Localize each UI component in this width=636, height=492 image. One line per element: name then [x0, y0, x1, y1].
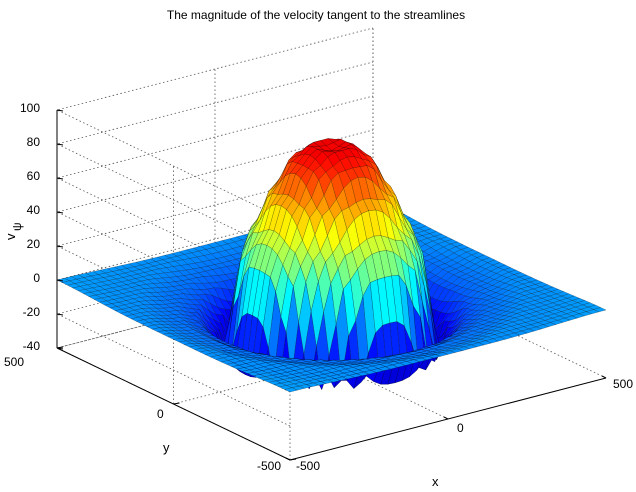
z-tick-label: -40 — [23, 339, 41, 353]
y-tick-label: 0 — [157, 407, 164, 421]
z-tick-mark — [56, 245, 64, 248]
y-axis-ticks: 500 0 -500 — [4, 355, 281, 473]
x-tick-label: 0 — [457, 421, 464, 435]
z-tick-label: 60 — [27, 169, 41, 183]
z-tick-mark — [56, 143, 64, 146]
grid-line-z — [55, 61, 374, 257]
z-tick-mark — [56, 313, 64, 316]
grid-line-z — [55, 163, 374, 359]
x-tick-label: -500 — [296, 459, 320, 473]
axes — [56, 109, 607, 461]
x-axis-ticks: -500 0 500 — [296, 377, 633, 473]
x-axis-label: x — [432, 474, 439, 489]
z-axis-label-subscript: ψ — [10, 222, 24, 231]
z-tick-mark — [56, 177, 64, 180]
y-tick-mark — [56, 346, 64, 349]
z-tick-label: 80 — [27, 135, 41, 149]
z-tick-mark — [56, 211, 64, 214]
grid-line-z — [55, 129, 374, 325]
z-axis-label-text: v — [3, 233, 18, 240]
z-axis-ticks: 100 80 60 40 20 0 -20 -40 — [20, 101, 40, 353]
y-tick-mark — [289, 458, 297, 461]
z-tick-mark — [56, 279, 64, 282]
z-tick-label: 0 — [33, 271, 40, 285]
z-tick-label: 40 — [27, 203, 41, 217]
surface-face — [284, 387, 298, 393]
z-tick-label: 100 — [20, 101, 40, 115]
y-tick-label: -500 — [257, 459, 281, 473]
x-tick-mark — [443, 416, 449, 420]
surface-mesh — [56, 138, 607, 393]
y-tick-mark — [173, 402, 180, 405]
chart-title: The magnitude of the velocity tangent to… — [167, 8, 465, 22]
grid-line-z — [55, 95, 374, 291]
x-tick-mark — [601, 375, 607, 379]
y-axis-label: y — [163, 440, 170, 455]
x-tick-label: 500 — [613, 377, 633, 391]
z-tick-label: 20 — [27, 237, 41, 251]
grid-line-z — [55, 27, 374, 223]
z-tick-label: -20 — [23, 305, 41, 319]
z-axis-label: v ψ — [3, 222, 24, 240]
y-tick-label: 500 — [4, 355, 24, 369]
x-tick-mark — [285, 457, 291, 461]
z-tick-mark — [56, 109, 64, 112]
